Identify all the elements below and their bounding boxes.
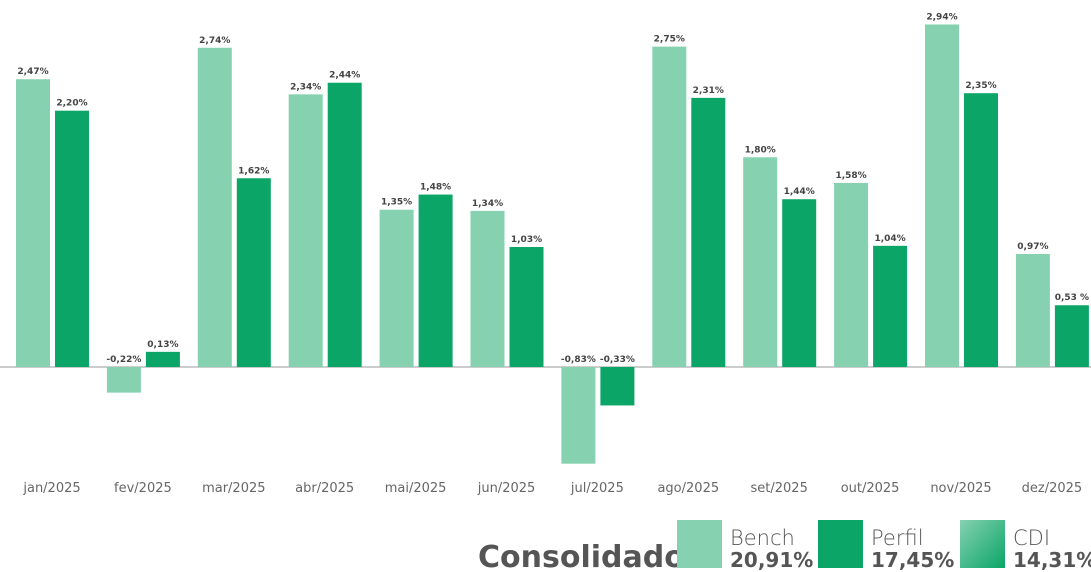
bar <box>418 194 453 367</box>
legend-swatch <box>818 520 863 568</box>
bar <box>379 209 414 367</box>
bar <box>1015 253 1050 367</box>
bar <box>236 178 271 367</box>
x-tick-label: mai/2025 <box>385 481 447 496</box>
legend-swatch <box>677 520 722 568</box>
bar <box>55 110 89 367</box>
x-tick-label: fev/2025 <box>114 481 172 496</box>
x-tick-label: set/2025 <box>751 481 808 496</box>
value-label: 1,58% <box>835 171 866 181</box>
value-label: 1,34% <box>472 199 503 209</box>
value-label: -0,33% <box>600 355 635 365</box>
bar <box>834 182 869 367</box>
value-label: 1,44% <box>784 187 815 197</box>
x-tick-label: jul/2025 <box>570 481 624 496</box>
bar <box>509 246 544 367</box>
value-label: 2,75% <box>654 35 685 45</box>
x-tick-label: nov/2025 <box>930 481 991 496</box>
bar <box>743 157 778 367</box>
x-tick-label: abr/2025 <box>295 481 354 496</box>
x-tick-label: jun/2025 <box>477 481 536 496</box>
value-label: 0,13% <box>147 340 178 350</box>
bar <box>1054 305 1089 367</box>
bar <box>925 24 959 367</box>
bar <box>470 210 505 367</box>
x-tick-label: mar/2025 <box>202 481 265 496</box>
legend-title: Consolidado <box>478 540 685 572</box>
value-label: 2,31% <box>693 86 724 96</box>
value-label: 2,35% <box>965 81 996 91</box>
value-label: 0,53 % <box>1055 293 1089 303</box>
bar <box>327 82 362 367</box>
legend-swatch <box>960 520 1005 568</box>
bar <box>16 79 50 367</box>
value-label: 2,74% <box>199 36 230 46</box>
value-label: -0,22% <box>106 355 141 365</box>
value-label: 1,04% <box>874 234 905 244</box>
bar <box>782 199 817 367</box>
x-tick-label: jan/2025 <box>22 481 80 496</box>
legend-total: 20,91% <box>730 548 813 572</box>
legend-total: 17,45% <box>871 548 954 572</box>
value-label: -0,83% <box>561 355 596 365</box>
bar <box>145 351 180 367</box>
value-label: 1,80% <box>745 145 776 155</box>
legend-name: Bench <box>730 526 795 550</box>
bar <box>691 97 726 367</box>
bar <box>600 366 635 406</box>
bar <box>652 46 687 367</box>
value-label: 1,48% <box>420 183 451 193</box>
bar <box>964 93 998 367</box>
bar <box>561 366 596 464</box>
value-label: 1,62% <box>238 166 269 176</box>
bar <box>197 47 232 367</box>
x-tick-label: out/2025 <box>841 481 900 496</box>
legend-name: Perfil <box>871 526 924 550</box>
value-label: 1,03% <box>511 235 542 245</box>
value-label: 0,97% <box>1017 242 1048 252</box>
value-label: 1,35% <box>381 198 412 208</box>
value-label: 2,47% <box>17 67 48 77</box>
bar <box>288 94 323 367</box>
value-label: 2,44% <box>329 71 360 81</box>
value-label: 2,34% <box>290 82 321 92</box>
legend-name: CDI <box>1013 526 1050 550</box>
bar <box>873 245 908 367</box>
value-label: 2,20% <box>56 99 87 109</box>
x-tick-label: ago/2025 <box>657 481 719 496</box>
bar <box>106 366 141 393</box>
legend-total: 14,31% <box>1013 548 1091 572</box>
x-tick-label: dez/2025 <box>1022 481 1083 496</box>
value-label: 2,94% <box>926 12 957 22</box>
